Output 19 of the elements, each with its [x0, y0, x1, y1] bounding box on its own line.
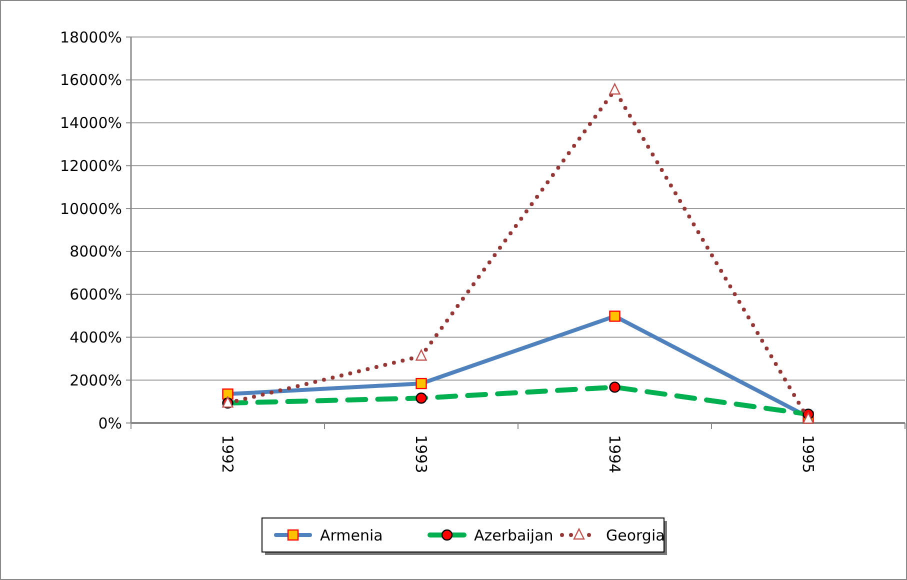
y-tick-label: 14000%	[60, 114, 122, 132]
y-tick-label: 2000%	[70, 371, 122, 390]
legend-label: Georgia	[606, 526, 665, 544]
legend-label: Azerbaijan	[474, 526, 554, 544]
legend-label: Armenia	[320, 526, 383, 544]
x-tick-label: 1993	[412, 435, 430, 474]
x-tick-label: 1992	[218, 435, 236, 474]
y-tick-label: 12000%	[60, 156, 122, 175]
point	[609, 83, 620, 95]
x-tick-label: 1994	[606, 435, 624, 474]
y-tick-label: 16000%	[60, 71, 122, 90]
point	[416, 349, 427, 361]
x-tick-label: 1995	[799, 435, 817, 474]
y-tick-label: 0%	[98, 414, 122, 432]
y-tick-label: 8000%	[70, 242, 122, 261]
y-tick-label: 18000%	[60, 28, 122, 46]
y-tick-label: 10000%	[60, 200, 122, 218]
y-tick-label: 4000%	[70, 328, 122, 346]
y-tick-label: 6000%	[70, 286, 122, 304]
